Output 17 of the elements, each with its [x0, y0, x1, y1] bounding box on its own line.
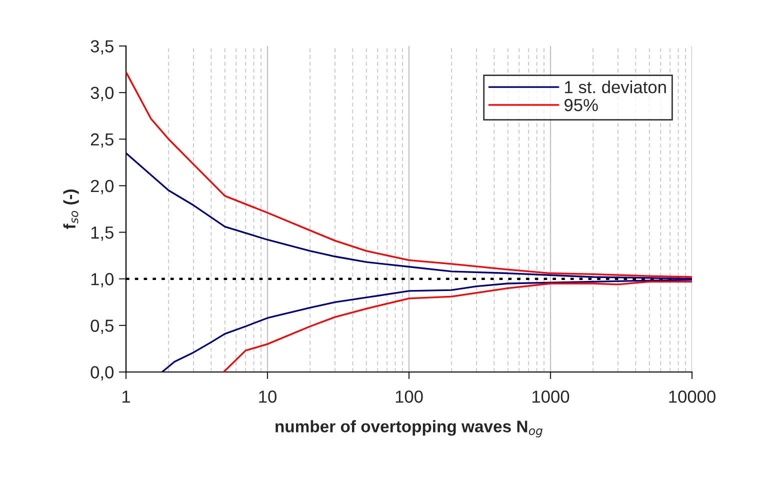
- y-tick-label: 2,0: [90, 180, 114, 194]
- y-tick-label: 2,5: [90, 133, 114, 148]
- x-tick-label: 100: [396, 390, 423, 403]
- y-axis-title: f$_{so}$ (-): [63, 190, 79, 230]
- y-tick-label: 3,0: [90, 86, 114, 102]
- x-tick-label: 10000: [669, 390, 716, 403]
- x-tick-label: 1: [122, 390, 130, 403]
- y-tick-label: 0,0: [90, 366, 114, 381]
- x-tick-label: 10: [259, 390, 276, 403]
- x-tick-label: 1000: [532, 390, 570, 403]
- legend-label: 1 st. deviaton: [565, 80, 666, 94]
- legend-label: 95%: [564, 98, 598, 112]
- y-tick-label: 1,0: [91, 273, 114, 288]
- y-tick-label: 1,5: [91, 226, 114, 241]
- x-axis-title: number of overtopping waves N$_{og}$: [276, 420, 542, 438]
- y-tick-label: 3,5: [90, 40, 114, 55]
- y-tick-label: 0,5: [90, 320, 114, 334]
